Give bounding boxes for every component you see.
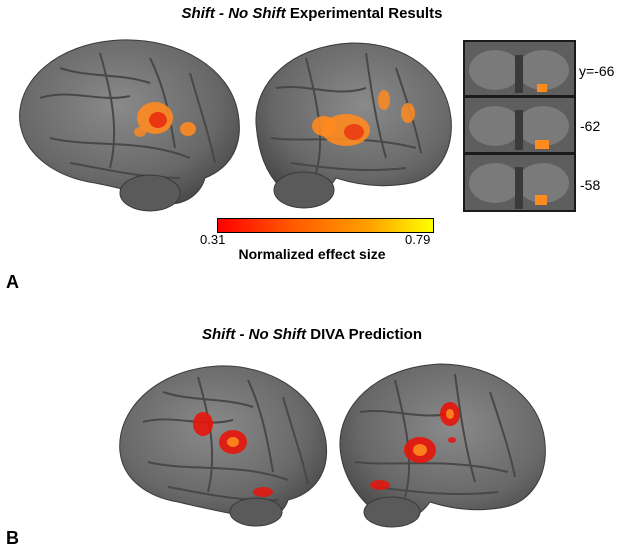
panel-a-slices [463,40,576,212]
panel-a-title: Shift - No Shift Experimental Results [0,5,624,22]
panel-a-title-rest: Experimental Results [285,5,443,22]
slice-label-3: -58 [580,177,601,193]
panel-a-left-brain [19,39,240,212]
panel-b-right-brain [339,363,546,528]
panel-b-title-italic: Shift - No Shift [201,326,307,343]
slice-label-1: y=-66 [579,63,615,79]
colorbar-min-label: 0.31 [200,232,226,247]
colorbar-max-label: 0.79 [405,232,431,247]
panel-b-left-brain [119,365,328,527]
slice-label-2: -62 [580,118,601,134]
colorbar-title: Normalized effect size [238,246,386,262]
panel-a-title-italic: Shift - No Shift [181,5,286,22]
slice-1 [465,42,574,95]
slice-3 [465,155,574,210]
colorbar [217,218,434,233]
panel-b-letter: B [6,528,19,548]
panel-b-title: Shift - No Shift DIVA Prediction [0,326,624,343]
panel-b-title-rest: DIVA Prediction [306,326,422,343]
panel-a-letter: A [6,272,19,292]
slice-2 [465,98,574,152]
panel-a-right-brain [255,42,452,209]
